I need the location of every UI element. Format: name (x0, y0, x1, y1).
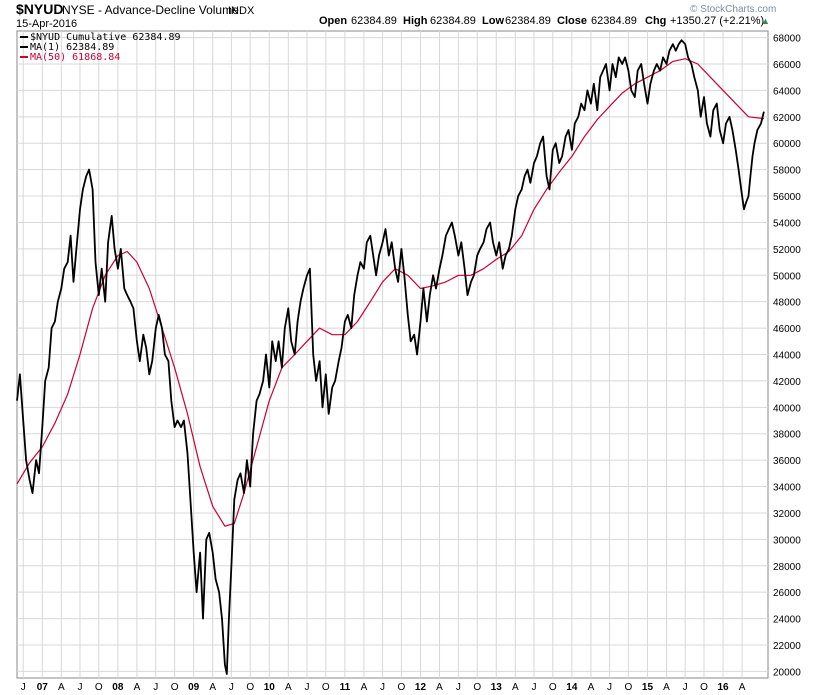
low-value: 62384.89 (505, 15, 551, 27)
high-label: High (403, 15, 428, 27)
x-tick-label: A (285, 682, 292, 693)
x-tick-label: A (663, 682, 670, 693)
x-tick-label: A (361, 682, 368, 693)
x-tick-label: 15 (642, 682, 654, 693)
y-tick-label: 54000 (773, 218, 801, 229)
x-tick-label: 09 (188, 682, 200, 693)
x-tick-label: O (473, 682, 481, 693)
x-tick-label: 07 (37, 682, 49, 693)
close-value: 62384.89 (591, 15, 637, 27)
legend-ma1: MA(1) 62384.89 (30, 42, 114, 53)
y-tick-label: 22000 (773, 641, 801, 652)
y-tick-label: 66000 (773, 60, 801, 71)
x-tick-label: J (683, 682, 688, 693)
x-tick-label: O (95, 682, 103, 693)
exchange-label: INDX (228, 5, 255, 17)
x-tick-label: J (153, 682, 158, 693)
open-value: 62384.89 (351, 15, 397, 27)
high-value: 62384.89 (430, 15, 476, 27)
y-tick-label: 40000 (773, 403, 801, 414)
date-label: 15-Apr-2016 (16, 18, 77, 30)
x-tick-label: A (588, 682, 595, 693)
chg-value: +1350.27 (+2.21%) (670, 15, 764, 27)
x-axis: J 07 A J O 08 A J O 09 A J O 10 A J O 11 A J O 12 A J O 13 A J O 14 A J… (21, 682, 746, 693)
x-tick-label: 10 (264, 682, 276, 693)
chg-label: Chg (645, 15, 666, 27)
description-label: NYSE - Advance-Decline Volume (62, 3, 239, 17)
legend: $NYUD Cumulative 62384.89 MA(1) 62384.89… (20, 32, 181, 63)
x-tick-label: O (549, 682, 557, 693)
symbol-label: $NYUD (16, 1, 63, 17)
y-axis: 20000 22000 24000 26000 28000 30000 32000 34000… (773, 34, 801, 679)
y-tick-label: 26000 (773, 588, 801, 599)
legend-cumulative: $NYUD Cumulative 62384.89 (30, 32, 181, 43)
grid (17, 31, 768, 678)
x-tick-label: O (700, 682, 708, 693)
x-tick-label: A (436, 682, 443, 693)
y-tick-label: 42000 (773, 377, 801, 388)
x-tick-label: A (209, 682, 216, 693)
y-tick-label: 62000 (773, 113, 801, 124)
y-tick-label: 20000 (773, 667, 801, 678)
x-tick-label: A (739, 682, 746, 693)
stockcharts-watermark: © StockCharts.com (690, 4, 776, 15)
y-tick-label: 56000 (773, 192, 801, 203)
x-tick-label: J (229, 682, 234, 693)
x-tick-label: J (304, 682, 309, 693)
x-tick-label: J (531, 682, 536, 693)
y-tick-label: 46000 (773, 324, 801, 335)
x-tick-label: J (380, 682, 385, 693)
x-tick-label: J (77, 682, 82, 693)
x-tick-label: O (322, 682, 330, 693)
y-tick-label: 30000 (773, 535, 801, 546)
open-label: Open (319, 15, 347, 27)
y-tick-label: 32000 (773, 509, 801, 520)
y-tick-label: 24000 (773, 615, 801, 626)
x-tick-label: O (625, 682, 633, 693)
x-tick-label: J (21, 682, 26, 693)
x-tick-label: O (246, 682, 254, 693)
y-tick-label: 48000 (773, 298, 801, 309)
x-tick-label: O (398, 682, 406, 693)
x-tick-label: 08 (112, 682, 124, 693)
low-label: Low (482, 15, 504, 27)
up-arrow-icon: ▲ (761, 16, 770, 26)
x-tick-label: A (58, 682, 65, 693)
x-tick-label: J (607, 682, 612, 693)
y-tick-label: 50000 (773, 271, 801, 282)
x-tick-label: 14 (566, 682, 578, 693)
legend-ma50: MA(50) 61868.84 (30, 52, 120, 63)
y-tick-label: 38000 (773, 430, 801, 441)
x-tick-label: 13 (491, 682, 503, 693)
y-tick-label: 64000 (773, 86, 801, 97)
series-layer (16, 39, 765, 675)
close-label: Close (557, 15, 587, 27)
series-line-ma50 (16, 58, 764, 527)
x-tick-label: A (512, 682, 519, 693)
y-tick-label: 60000 (773, 139, 801, 150)
y-tick-label: 68000 (773, 34, 801, 45)
x-tick-label: J (456, 682, 461, 693)
x-tick-label: 12 (415, 682, 427, 693)
x-tick-label: 11 (340, 682, 351, 693)
x-tick-label: 16 (717, 682, 729, 693)
y-tick-label: 28000 (773, 562, 801, 573)
y-tick-label: 52000 (773, 245, 801, 256)
series-line-cumulative (16, 39, 765, 675)
y-tick-label: 36000 (773, 456, 801, 467)
y-tick-label: 34000 (773, 483, 801, 494)
x-tick-label: O (171, 682, 179, 693)
y-tick-label: 44000 (773, 351, 801, 362)
y-tick-label: 58000 (773, 166, 801, 177)
x-tick-label: A (134, 682, 141, 693)
